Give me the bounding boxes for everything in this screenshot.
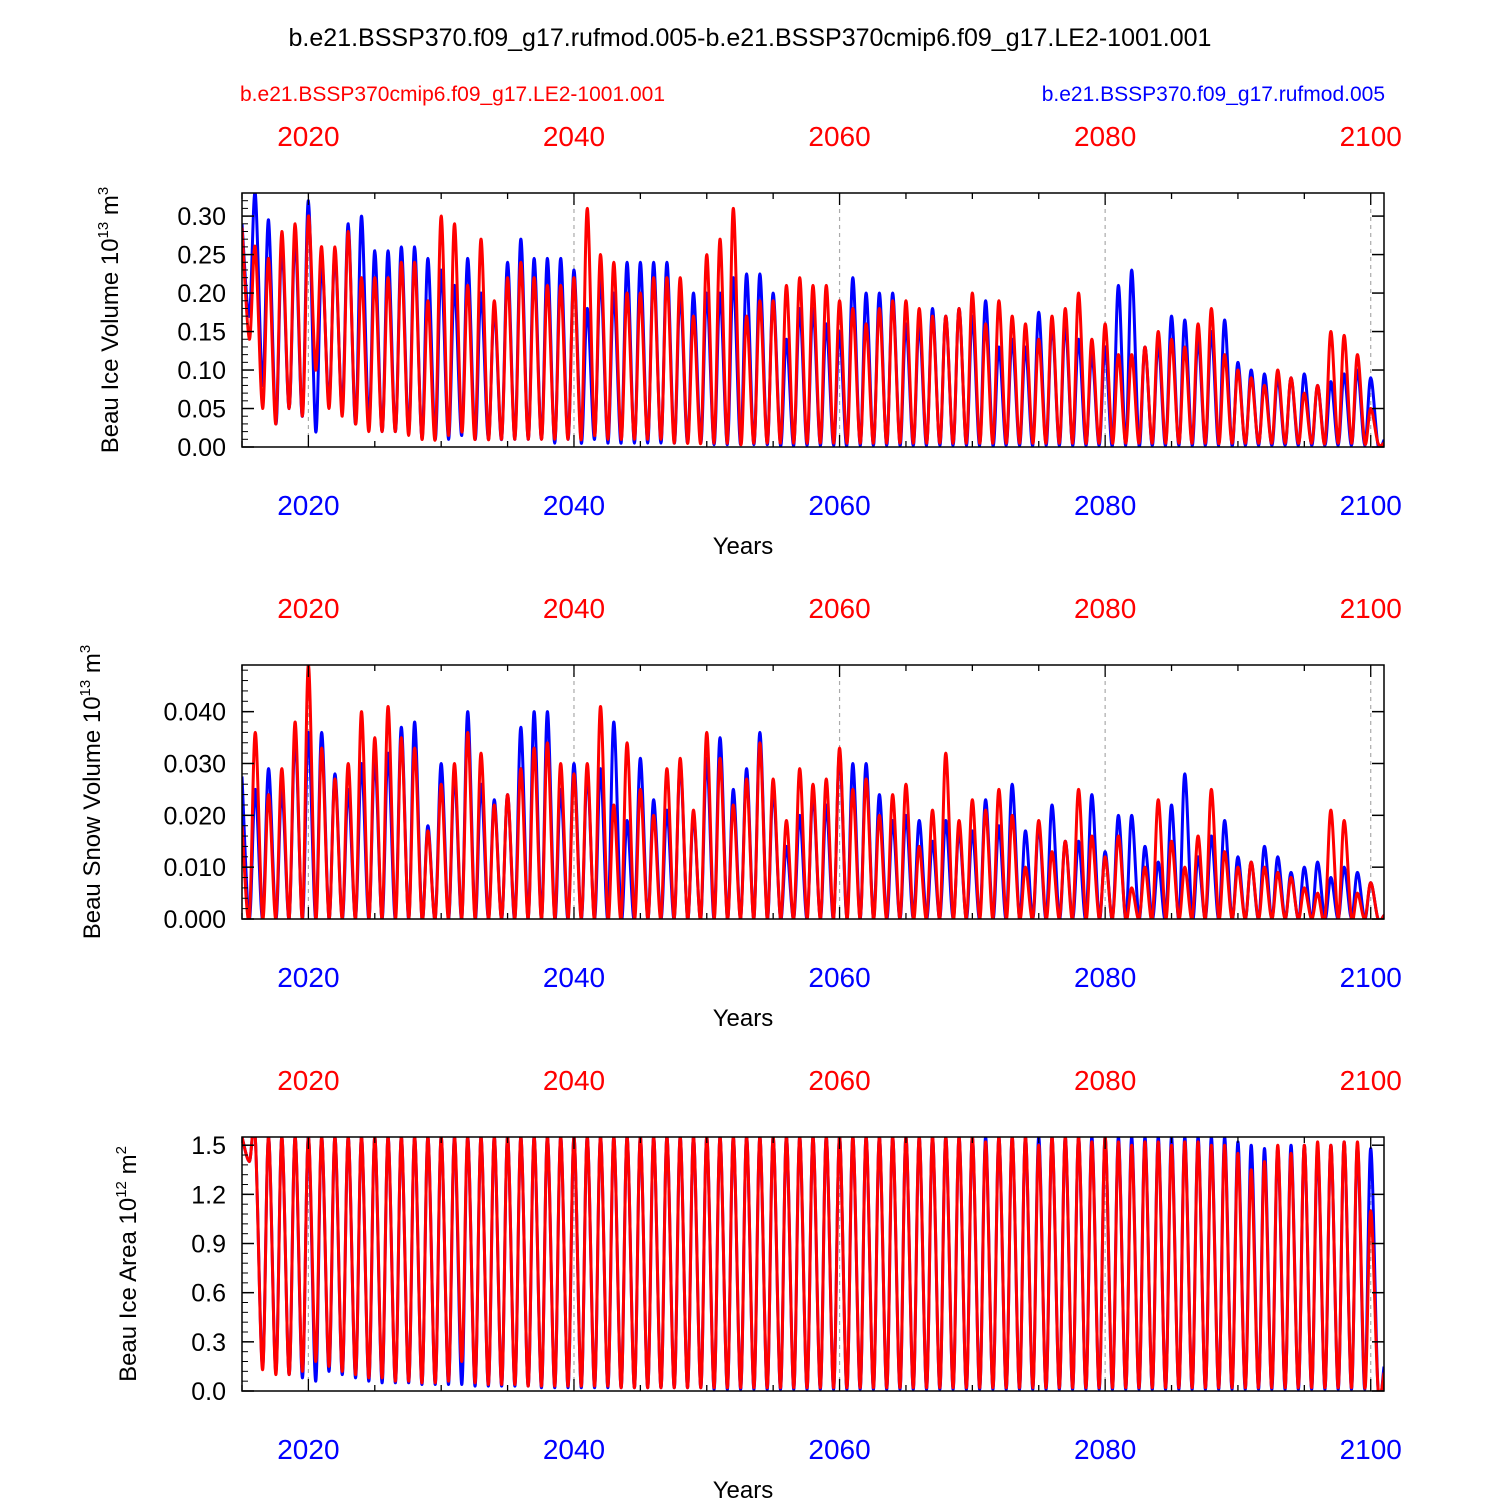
series-line-red bbox=[242, 206, 1384, 447]
plot-frame bbox=[241, 192, 1385, 448]
y-tick-label: 0.25 bbox=[177, 242, 226, 270]
y-axis-unit-base: 10 bbox=[97, 238, 124, 265]
y-tick-label: 0.20 bbox=[177, 280, 226, 308]
plot-frame bbox=[241, 664, 1385, 920]
x-tick-label-top: 2080 bbox=[1074, 121, 1136, 152]
x-axis-label: Years bbox=[713, 1477, 774, 1500]
x-tick-label-bottom: 2080 bbox=[1074, 1434, 1136, 1465]
y-tick-label: 0.040 bbox=[163, 699, 226, 727]
x-tick-label-top: 2080 bbox=[1074, 1065, 1136, 1096]
x-tick-label-bottom: 2040 bbox=[543, 1434, 605, 1465]
y-tick-label: 0.05 bbox=[177, 396, 226, 424]
y-axis-unit-base: 10 bbox=[79, 696, 106, 723]
y-axis-label: Beau Snow Volume 1013 m3 bbox=[77, 645, 106, 940]
y-tick-label: 0.030 bbox=[163, 750, 226, 778]
legend-blue-label: b.e21.BSSP370.f09_g17.rufmod.005 bbox=[1042, 83, 1385, 106]
x-tick-label-bottom: 2040 bbox=[543, 490, 605, 521]
y-axis-unit-exp: 13 bbox=[77, 680, 94, 697]
x-tick-label-bottom: 2100 bbox=[1340, 962, 1402, 993]
series-line-red bbox=[242, 1137, 1384, 1391]
x-tick-label-top: 2100 bbox=[1340, 593, 1402, 624]
x-tick-label-bottom: 2020 bbox=[277, 1434, 339, 1465]
y-axis-label-text: Beau Snow Volume bbox=[79, 723, 106, 939]
x-tick-label-bottom: 2080 bbox=[1074, 962, 1136, 993]
x-tick-label-bottom: 2060 bbox=[808, 490, 870, 521]
x-tick-label-top: 2020 bbox=[277, 121, 339, 152]
x-tick-label-bottom: 2020 bbox=[277, 490, 339, 521]
x-tick-label-bottom: 2100 bbox=[1340, 490, 1402, 521]
y-tick-label: 0.6 bbox=[191, 1280, 226, 1308]
y-axis-unit-space: m bbox=[79, 653, 106, 680]
x-tick-label-top: 2060 bbox=[808, 121, 870, 152]
legend-red-label: b.e21.BSSP370cmip6.f09_g17.LE2-1001.001 bbox=[240, 83, 665, 106]
y-axis-unit-exp2: 2 bbox=[113, 1146, 130, 1154]
x-tick-label-bottom: 2020 bbox=[277, 962, 339, 993]
x-tick-label-top: 2060 bbox=[808, 1065, 870, 1096]
plot-frame bbox=[241, 1136, 1385, 1392]
y-tick-label: 0.000 bbox=[163, 906, 226, 934]
x-tick-label-top: 2060 bbox=[808, 593, 870, 624]
x-tick-label-bottom: 2100 bbox=[1340, 1434, 1402, 1465]
y-tick-label: 0.15 bbox=[177, 319, 226, 347]
y-tick-label: 0.9 bbox=[191, 1231, 226, 1259]
x-tick-label-top: 2080 bbox=[1074, 593, 1136, 624]
x-tick-label-bottom: 2040 bbox=[543, 962, 605, 993]
y-axis-label-text: Beau Ice Volume bbox=[97, 265, 124, 453]
x-tick-label-top: 2040 bbox=[543, 121, 605, 152]
x-tick-label-top: 2020 bbox=[277, 1065, 339, 1096]
y-tick-label: 0.0 bbox=[191, 1378, 226, 1406]
figure-title: b.e21.BSSP370.f09_g17.rufmod.005-b.e21.B… bbox=[289, 24, 1212, 52]
y-axis-unit-exp2: 3 bbox=[77, 645, 94, 653]
y-tick-label: 0.30 bbox=[177, 203, 226, 231]
x-tick-label-top: 2100 bbox=[1340, 1065, 1402, 1096]
y-tick-label: 1.2 bbox=[191, 1181, 226, 1209]
y-tick-label: 0.010 bbox=[163, 854, 226, 882]
x-tick-label-bottom: 2080 bbox=[1074, 490, 1136, 521]
y-axis-unit-space: m bbox=[97, 195, 124, 222]
x-tick-label-top: 2020 bbox=[277, 593, 339, 624]
y-axis-unit-exp2: 3 bbox=[95, 187, 112, 195]
y-tick-label: 0.020 bbox=[163, 802, 226, 830]
x-tick-label-top: 2100 bbox=[1340, 121, 1402, 152]
y-tick-label: 1.5 bbox=[191, 1132, 226, 1160]
x-tick-label-bottom: 2060 bbox=[808, 1434, 870, 1465]
x-tick-label-bottom: 2060 bbox=[808, 962, 870, 993]
y-axis-unit-base: 10 bbox=[115, 1198, 142, 1225]
y-axis-label-text: Beau Ice Area bbox=[115, 1224, 142, 1381]
y-axis-label: Beau Ice Area 1012 m2 bbox=[113, 1146, 142, 1382]
y-axis-unit-exp: 12 bbox=[113, 1181, 130, 1198]
panel-3: 0.0 0.3 0.6 0.9 1.2 1.5 2020 2020 2040 2040 2060 20… bbox=[113, 1065, 1402, 1500]
y-tick-label: 0.10 bbox=[177, 357, 226, 385]
panel-2: 0.000 0.010 0.020 0.030 0.040 2020 2020 2040 204… bbox=[77, 593, 1402, 1032]
series-line-red bbox=[242, 665, 1384, 919]
y-axis-unit-exp: 13 bbox=[95, 222, 112, 239]
y-axis-unit-space: m bbox=[115, 1154, 142, 1181]
panels-container: 0.00 0.05 0.10 0.15 0.20 0.25 0.30 2020 2020 2040… bbox=[77, 121, 1402, 1500]
x-tick-label-top: 2040 bbox=[543, 593, 605, 624]
y-tick-label: 0.3 bbox=[191, 1329, 226, 1357]
y-axis-label: Beau Ice Volume 1013 m3 bbox=[95, 187, 124, 454]
x-axis-label: Years bbox=[713, 533, 774, 560]
x-tick-label-top: 2040 bbox=[543, 1065, 605, 1096]
x-axis-label: Years bbox=[713, 1005, 774, 1032]
y-tick-label: 0.00 bbox=[177, 434, 226, 462]
panel-1: 0.00 0.05 0.10 0.15 0.20 0.25 0.30 2020 2020 2040… bbox=[95, 121, 1402, 560]
